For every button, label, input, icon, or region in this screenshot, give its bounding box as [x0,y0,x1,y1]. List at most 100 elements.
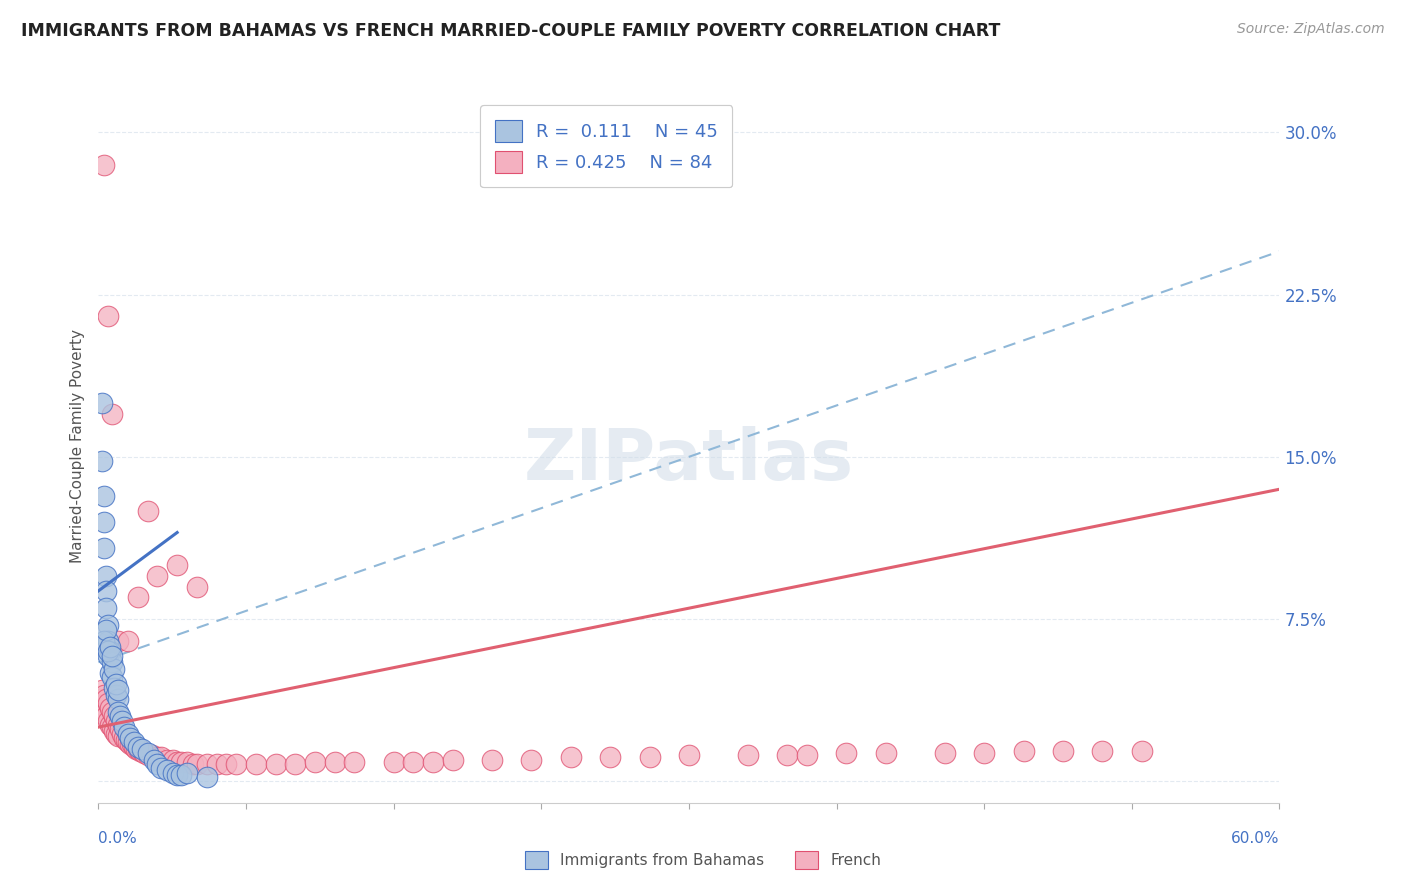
Point [195,770,218,784]
Point [127,741,149,756]
Point [101,648,124,663]
Point [323,755,346,769]
Point [973,746,995,760]
Point [131,744,153,758]
Point [382,755,405,769]
Point [93,688,115,702]
Point [96,601,118,615]
Point [107,692,129,706]
Point [98,700,121,714]
Point [108,709,131,723]
Point [108,723,131,737]
Point [150,750,173,764]
Point [91,396,114,410]
Point [117,633,139,648]
Point [181,756,204,771]
Point [91,683,114,698]
Point [96,568,118,582]
Point [156,764,179,778]
Point [121,738,143,752]
Text: IMMIGRANTS FROM BAHAMAS VS FRENCH MARRIED-COUPLE FAMILY POVERTY CORRELATION CHAR: IMMIGRANTS FROM BAHAMAS VS FRENCH MARRIE… [21,22,1001,40]
Point [156,753,179,767]
Point [934,746,956,760]
Point [101,655,124,669]
Point [195,756,218,771]
Point [101,407,124,421]
Point [112,720,135,734]
Point [166,755,188,769]
Point [170,767,193,781]
Point [101,720,124,734]
Point [141,748,163,763]
Point [93,158,115,172]
Point [186,756,208,771]
Point [105,726,128,740]
Point [176,755,198,769]
Point [98,666,121,681]
Text: 0.0%: 0.0% [98,831,138,846]
Point [142,753,165,767]
Text: Source: ZipAtlas.com: Source: ZipAtlas.com [1237,22,1385,37]
Point [127,739,149,754]
Point [205,756,228,771]
Point [97,633,120,648]
Point [166,558,188,572]
Point [125,741,148,756]
Point [97,310,120,324]
Point [98,718,121,732]
Point [127,591,149,605]
Point [97,618,120,632]
Point [97,644,120,658]
Point [737,748,759,763]
Point [105,688,128,702]
Point [638,750,661,764]
Point [186,580,208,594]
Point [215,756,238,771]
Point [98,640,121,654]
Point [678,748,700,763]
Point [107,718,129,732]
Point [1012,744,1035,758]
Point [166,767,188,781]
Point [89,692,111,706]
Point [284,756,307,771]
Point [150,761,173,775]
Point [115,733,138,747]
Point [1052,744,1074,758]
Point [304,755,326,769]
Point [170,755,193,769]
Point [796,748,818,763]
Point [97,696,120,710]
Point [107,633,129,648]
Point [128,744,150,758]
Point [93,489,115,503]
Point [481,753,503,767]
Point [93,515,115,529]
Point [118,731,141,745]
Point [132,746,155,760]
Point [835,746,858,760]
Point [101,670,124,684]
Point [93,633,115,648]
Legend: R =  0.111    N = 45, R = 0.425    N = 84: R = 0.111 N = 45, R = 0.425 N = 84 [479,105,733,187]
Point [103,709,125,723]
Point [245,756,267,771]
Point [136,748,159,763]
Point [103,681,125,696]
Point [101,705,124,719]
Point [422,755,444,769]
Point [93,541,115,555]
Text: 60.0%: 60.0% [1232,831,1279,846]
Point [98,644,121,658]
Point [136,504,159,518]
Point [402,755,425,769]
Point [97,648,120,663]
Point [97,714,120,728]
Point [107,705,129,719]
Point [96,692,118,706]
Point [599,750,621,764]
Point [162,765,184,780]
Point [264,756,287,771]
Point [111,726,134,740]
Point [146,750,169,764]
